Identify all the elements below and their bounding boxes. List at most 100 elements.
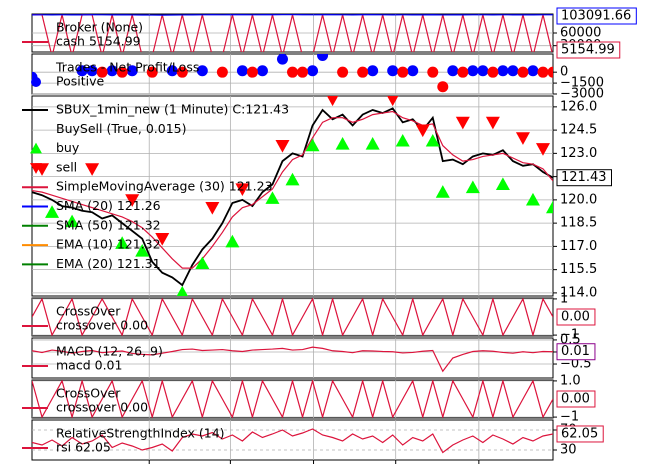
plot-area: [32, 298, 553, 336]
trade-marker: [216, 66, 228, 78]
sell-marker: [387, 96, 399, 107]
legend-label: Broker (None): [56, 20, 143, 35]
y-tick-label: 60000: [560, 26, 601, 41]
legend-label: SBUX_1min_new (1 Minute) C:121.43: [56, 102, 289, 117]
y-tick-label: −1: [560, 328, 579, 343]
y-tick-label: 124.5: [560, 123, 597, 138]
trade-marker: [76, 65, 88, 77]
legend-label: rsi 62.05: [56, 440, 111, 455]
series-line: [32, 346, 553, 373]
legend-label: EMA (20) 121.31: [56, 256, 161, 271]
plot-area: [32, 54, 553, 93]
trade-marker: [477, 65, 489, 77]
buy-marker: [435, 185, 450, 198]
sell-marker: [415, 124, 430, 138]
legend-label: RelativeStrengthIndex (14): [56, 426, 225, 441]
buy-marker: [176, 285, 188, 296]
legend-label: SMA (50) 121.32: [56, 217, 161, 232]
y-tick-label: 0: [560, 65, 568, 80]
trade-marker: [447, 65, 459, 77]
trade-marker: [457, 66, 469, 78]
trade-marker: [427, 66, 439, 78]
buy-marker: [465, 180, 480, 194]
legend-label: MACD (12, 26, 9): [56, 344, 163, 359]
sell-marker: [326, 96, 339, 107]
value-tag-box: [556, 390, 596, 408]
trade-marker: [497, 65, 509, 77]
sell-marker: [125, 194, 140, 207]
trade-marker: [276, 54, 288, 65]
buy-marker: [546, 200, 553, 214]
trade-marker: [106, 65, 118, 77]
trade-marker: [176, 66, 188, 78]
trade-marker: [437, 81, 449, 93]
buy-marker: [285, 172, 300, 186]
plot-area: [32, 14, 553, 52]
y-tick-label: 114.0: [560, 285, 597, 300]
series-line: [32, 110, 553, 269]
sell-marker: [455, 116, 470, 130]
sell-marker: [85, 163, 100, 176]
value-tag-box: [556, 169, 612, 187]
buy-marker: [365, 137, 380, 150]
sell-marker: [235, 183, 250, 197]
trade-marker: [317, 54, 329, 61]
value-tag: 103091.66: [561, 9, 631, 24]
y-tick-label: 1: [560, 291, 568, 306]
y-tick-label: 120.0: [560, 192, 597, 207]
trade-marker: [527, 65, 539, 77]
buy-marker: [195, 256, 210, 270]
buy-marker: [425, 133, 440, 147]
sell-marker: [205, 202, 220, 215]
y-tick-label: 118.5: [560, 216, 597, 231]
trade-marker: [397, 66, 409, 78]
y-tick-label: −1500: [560, 76, 604, 91]
buy-marker: [135, 244, 150, 257]
plot-area: [32, 96, 553, 296]
sell-marker: [535, 143, 550, 156]
panel-frame: [31, 337, 554, 379]
trade-marker: [287, 66, 298, 78]
buy-marker: [335, 137, 350, 150]
legend-marker: [31, 77, 41, 87]
buy-marker: [265, 191, 280, 204]
value-tag: 5154.99: [561, 43, 615, 58]
value-tag-box: [556, 7, 637, 25]
buy-marker: [225, 234, 240, 248]
trade-marker: [116, 66, 128, 78]
y-tick-label: 30: [560, 443, 577, 458]
value-tag: 0.01: [561, 344, 590, 359]
series-line: [32, 107, 553, 287]
legend-label: EMA (10) 121.32: [56, 237, 161, 252]
trade-marker: [537, 66, 549, 78]
trade-marker: [86, 65, 98, 77]
sell-marker: [275, 140, 290, 153]
value-tag-box: [556, 41, 621, 59]
trade-marker: [196, 65, 208, 77]
trade-marker: [387, 65, 399, 77]
y-tick-label: 117.0: [560, 239, 597, 254]
y-tick-label: 126.0: [560, 99, 597, 114]
sell-marker: [485, 116, 500, 130]
plot-area: [32, 346, 553, 373]
trade-marker: [487, 66, 499, 78]
value-tag: 0.00: [561, 310, 590, 325]
buy-marker: [495, 177, 510, 190]
value-tag: 0.00: [561, 392, 590, 407]
buy-marker: [305, 138, 320, 152]
buy-marker: [525, 192, 540, 206]
trade-marker: [517, 66, 529, 78]
trade-marker: [96, 66, 108, 78]
trade-marker: [246, 66, 258, 78]
trade-marker: [146, 66, 158, 78]
plot-area: [32, 380, 553, 418]
series-line: [32, 428, 553, 454]
legend-label: BuySell (True, 0.015): [56, 121, 186, 136]
trade-marker: [126, 65, 138, 77]
trade-marker: [407, 65, 419, 77]
y-tick-label: 123.0: [560, 146, 597, 161]
y-tick-label: −0.5: [560, 357, 592, 372]
value-tag: 62.05: [561, 426, 598, 441]
trade-marker: [507, 65, 519, 77]
